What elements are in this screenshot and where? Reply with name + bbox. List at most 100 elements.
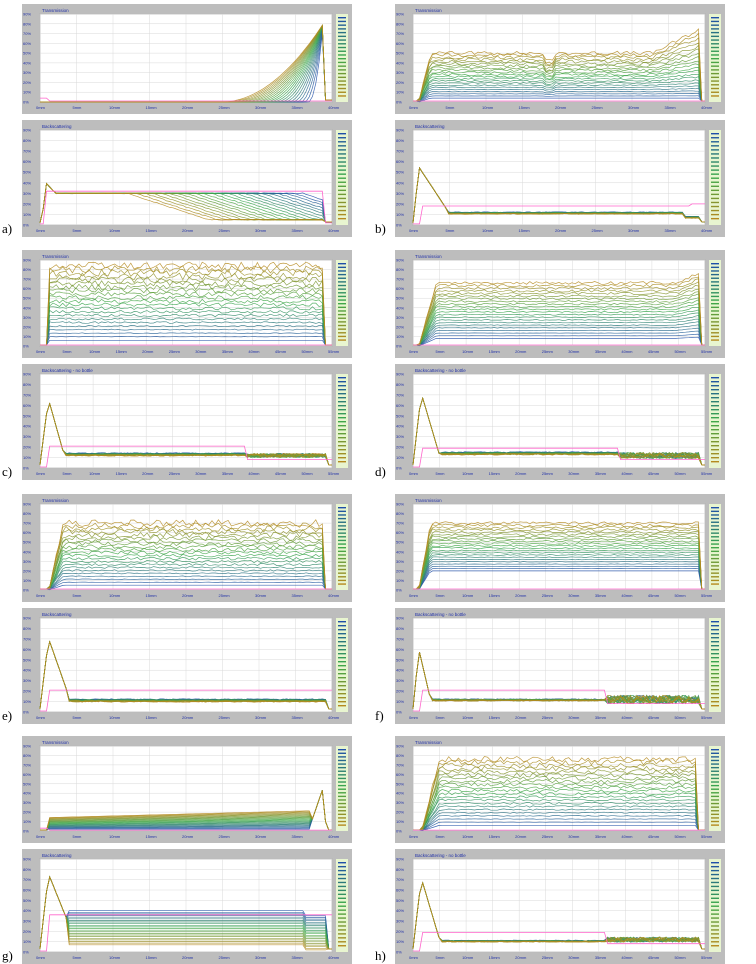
transmission-scan-curve [413,314,705,346]
transmission-scan-curve [413,87,705,102]
x-tick-label: 20mm [142,471,154,476]
legend-swatch [711,281,719,283]
y-tick-label: 50% [23,657,31,662]
x-tick-label: 20mm [515,834,527,839]
legend-swatch [338,277,346,279]
y-tick-label: 10% [396,212,404,217]
legend-swatch [711,550,719,553]
y-tick-label: 70% [23,762,31,767]
legend-swatch [338,539,346,542]
x-tick-label: 15mm [489,593,501,598]
x-tick-label: 25mm [169,471,181,476]
legend-swatch [711,453,719,455]
y-tick-label: 20% [396,929,404,934]
legend-swatch [338,281,346,283]
legend-swatch [711,889,719,892]
legend-swatch [338,697,346,699]
legend-swatch [711,669,719,671]
legend-swatch [338,292,346,294]
transmission-scan-curve [40,790,332,831]
legend-swatch [338,409,346,411]
y-tick-label: 60% [396,888,404,893]
y-tick-label: 70% [396,277,404,282]
legend-swatch [711,770,719,772]
legend-swatch [711,185,719,187]
transmission-scan-curve [40,283,332,346]
backscattering-scan-curve [39,875,332,950]
transmission-scan-curve [413,48,705,102]
legend-swatch [711,31,719,34]
legend-swatch [338,177,346,179]
backscattering-scan-curve [39,875,332,950]
legend-swatch [338,869,346,872]
y-tick-label: 40% [396,60,404,65]
legend-swatch [338,629,346,631]
y-tick-label: 70% [23,277,31,282]
y-tick-label: 90% [396,12,404,17]
legend-swatch [711,417,719,419]
y-tick-label: 30% [23,678,31,683]
legend-swatch [338,885,346,888]
legend-swatch [711,277,719,279]
x-tick-label: 10mm [89,471,101,476]
x-tick-label: 0mm [409,593,419,598]
panel-c: Transmission 90% 80% 70% 60% 50% 40% 30% 20% 10% 0… [22,250,352,480]
transmission-scan-curve [413,297,705,346]
transmission-scan-curve [413,90,705,102]
backscattering-scan-curve [412,881,705,950]
y-tick-label: 40% [23,908,31,913]
plot-area [39,373,333,469]
transmission-scan-curve [413,28,705,102]
y-tick-label: 30% [396,559,404,564]
y-tick-label: 30% [396,315,404,320]
x-tick-label: 55mm [701,834,713,839]
panel-b: Transmission 90% 80% 70% 60% 50% 40% 30% 20% 10% 0… [395,4,725,237]
legend-swatch [338,328,346,330]
transmission-scan-curve [40,790,332,831]
y-tick-label: 90% [396,128,404,133]
transmission-scan-curve [413,69,705,102]
x-tick-label: 30mm [255,228,267,233]
legend-swatch [338,576,346,578]
y-tick-label: 20% [23,445,31,450]
x-tick-label: 30mm [628,228,640,233]
x-tick-label: 15mm [116,349,128,354]
transmission-scan-curve [413,82,705,102]
x-tick-label: 30mm [568,834,580,839]
y-tick-label: 80% [23,21,31,26]
x-tick-label: 25mm [169,349,181,354]
transmission-scan-curve [40,321,332,346]
legend-swatch [338,69,346,71]
x-tick-label: 5mm [73,105,83,110]
legend-swatch [711,405,719,407]
x-tick-label: 5mm [436,955,446,960]
legend-swatch [338,213,346,216]
legend-swatch [711,284,719,287]
legend-swatch [711,87,719,90]
legend-swatch [338,763,346,765]
backscattering-reference-curve [40,190,332,225]
y-tick-label: 80% [396,21,404,26]
x-tick-label: 10mm [462,955,474,960]
legend-swatch [711,799,719,801]
legend-swatch [338,313,346,316]
x-tick-label: 5mm [446,105,456,110]
transmission-scan-curve [413,523,705,590]
y-tick-label: 30% [23,919,31,924]
transmission-scan-curve [413,73,705,102]
x-tick-label: 10mm [109,228,121,233]
legend-swatch [711,784,719,787]
x-tick-label: 5mm [446,228,456,233]
legend-swatch [711,685,719,687]
legend-swatch [711,817,719,819]
legend-swatch [338,61,346,64]
legend-swatch [711,705,719,707]
legend-swatch [338,461,346,463]
legend-swatch [711,58,719,60]
legend-swatch [711,433,719,435]
x-tick-label: 25mm [542,715,554,720]
backscattering-scan-curve [39,875,332,950]
y-tick-label: 90% [396,258,404,263]
legend-swatch [711,813,719,816]
legend-swatch [711,781,719,783]
